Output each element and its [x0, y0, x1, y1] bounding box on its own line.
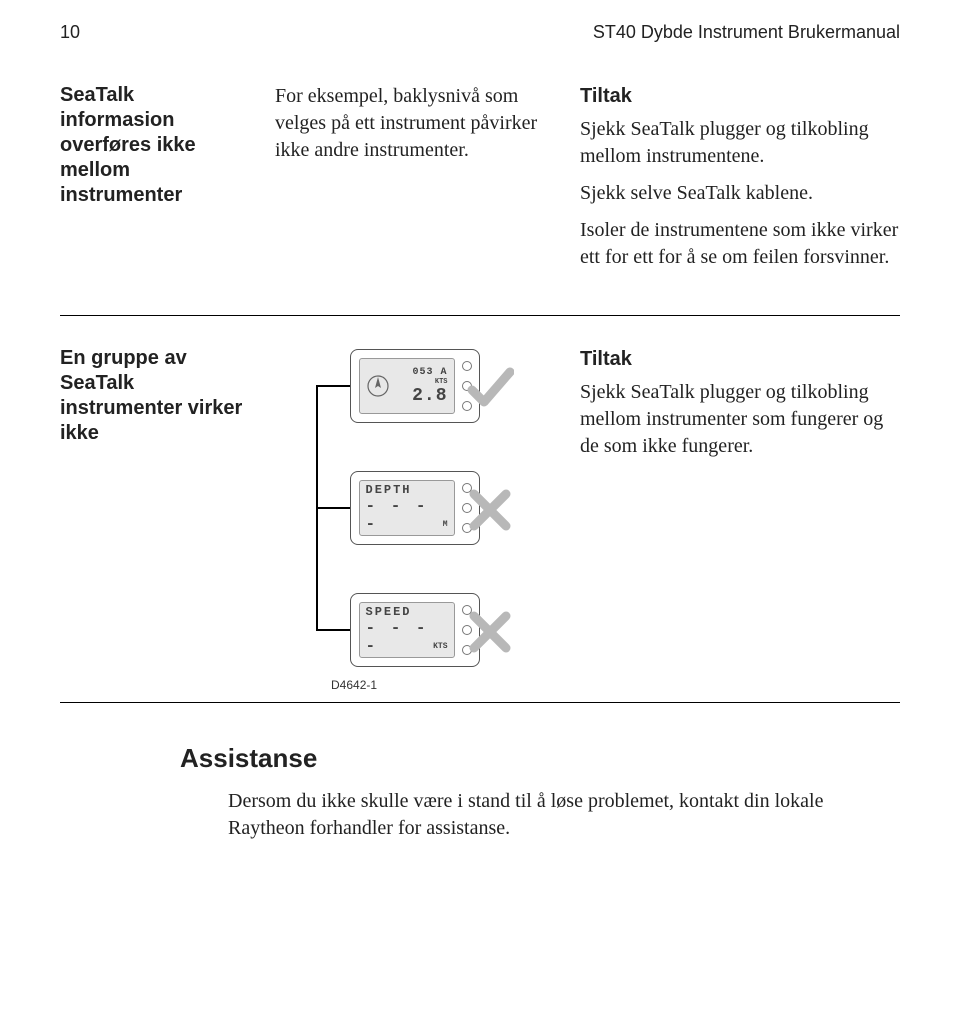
- section1-example: For eksempel, baklysnivå som velges på e…: [275, 83, 550, 281]
- device-unit: M: [443, 520, 448, 529]
- device-speed: SPEED - - - - KTS: [350, 593, 480, 667]
- check-mark-icon: [466, 364, 514, 412]
- doc-title: ST40 Dybde Instrument Brukermanual: [593, 22, 900, 43]
- tiltak-p2: Sjekk selve SeaTalk kablene.: [580, 180, 900, 207]
- divider: [60, 702, 900, 703]
- device-screen: SPEED - - - - KTS: [359, 602, 455, 658]
- device-unit: KTS: [433, 642, 447, 651]
- section-seatalk-info: SeaTalk informasion overføres ikke mello…: [60, 83, 900, 281]
- section-group-not-working: En gruppe av SeaTalk instrumenter virker…: [60, 346, 900, 692]
- page-header: 10 ST40 Dybde Instrument Brukermanual: [60, 22, 900, 43]
- device-stack: 053 A KTS 2.8 DEPTH: [308, 346, 518, 676]
- page-number: 10: [60, 22, 80, 43]
- divider: [60, 315, 900, 316]
- tiltak-heading: Tiltak: [580, 346, 900, 373]
- section1-tiltak: Tiltak Sjekk SeaTalk plugger og tilkobli…: [580, 83, 900, 281]
- assist-heading: Assistanse: [180, 743, 880, 774]
- section2-heading: En gruppe av SeaTalk instrumenter virker…: [60, 346, 245, 446]
- tiltak-p3: Isoler de instrumentene som ikke virker …: [580, 217, 900, 271]
- device-label: SPEED: [360, 605, 454, 619]
- bus-hline-2: [316, 507, 350, 509]
- compass-icon: [366, 374, 390, 398]
- assist-body: Dersom du ikke skulle være i stand til å…: [228, 788, 880, 842]
- section2-tiltak: Tiltak Sjekk SeaTalk plugger og tilkobli…: [580, 346, 900, 470]
- device-dashes: - - - -: [360, 497, 454, 533]
- tiltak-p1: Sjekk SeaTalk plugger og tilkobling mell…: [580, 116, 900, 170]
- diagram: 053 A KTS 2.8 DEPTH: [275, 346, 550, 692]
- bus-hline-1: [316, 385, 350, 387]
- assist-section: Assistanse Dersom du ikke skulle være i …: [180, 743, 880, 842]
- device-compass: 053 A KTS 2.8: [350, 349, 480, 423]
- device-depth: DEPTH - - - - M: [350, 471, 480, 545]
- device-screen: 053 A KTS 2.8: [359, 358, 455, 414]
- page: 10 ST40 Dybde Instrument Brukermanual Se…: [0, 0, 960, 1009]
- cross-mark-icon: [466, 486, 514, 534]
- tiltak-p1: Sjekk SeaTalk plugger og tilkobling mell…: [580, 379, 900, 460]
- device-screen: DEPTH - - - - M: [359, 480, 455, 536]
- figure-caption: D4642-1: [331, 678, 377, 692]
- section1-heading: SeaTalk informasion overføres ikke mello…: [60, 83, 245, 281]
- tiltak-heading: Tiltak: [580, 83, 900, 110]
- cross-mark-icon: [466, 608, 514, 656]
- bus-hline-3: [316, 629, 350, 631]
- device-label: DEPTH: [360, 483, 454, 497]
